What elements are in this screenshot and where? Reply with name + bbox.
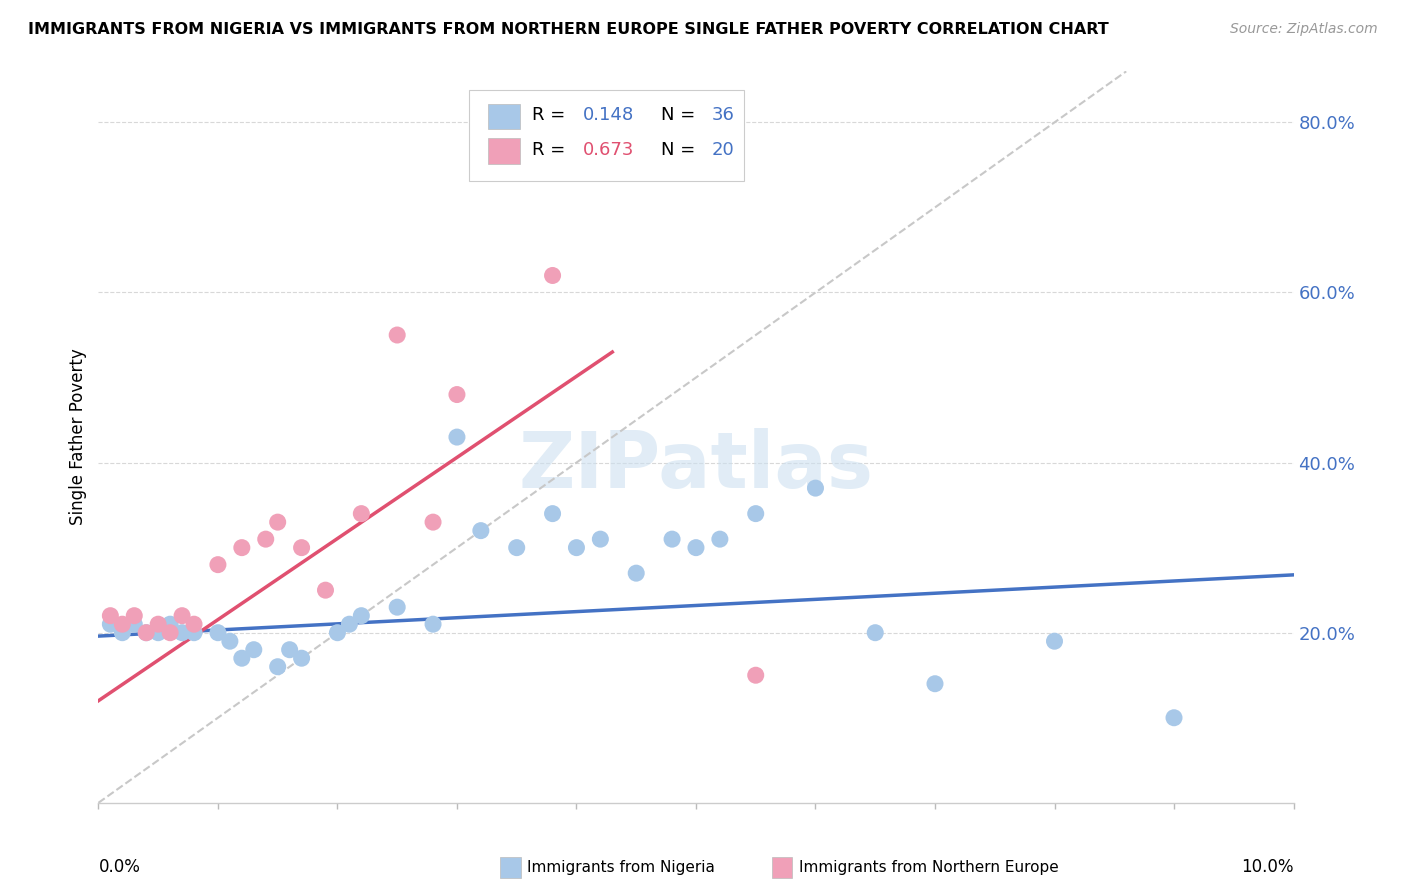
Point bbox=[267, 515, 290, 529]
Point bbox=[207, 625, 229, 640]
Point bbox=[446, 430, 468, 444]
Point bbox=[685, 541, 707, 555]
Point bbox=[172, 608, 194, 623]
Point bbox=[589, 532, 612, 546]
Point bbox=[124, 617, 146, 632]
FancyBboxPatch shape bbox=[488, 103, 520, 129]
Text: Immigrants from Northern Europe: Immigrants from Northern Europe bbox=[799, 860, 1059, 874]
Point bbox=[422, 515, 444, 529]
Point bbox=[231, 541, 253, 555]
Point bbox=[385, 600, 409, 615]
Point bbox=[565, 541, 588, 555]
Text: 0.148: 0.148 bbox=[582, 106, 634, 124]
Point bbox=[446, 387, 468, 401]
Text: 10.0%: 10.0% bbox=[1241, 858, 1294, 876]
Point bbox=[100, 617, 122, 632]
Text: N =: N = bbox=[661, 141, 702, 160]
Point bbox=[148, 625, 170, 640]
Point bbox=[183, 625, 205, 640]
Text: Source: ZipAtlas.com: Source: ZipAtlas.com bbox=[1230, 22, 1378, 37]
Y-axis label: Single Father Poverty: Single Father Poverty bbox=[69, 349, 87, 525]
Text: Immigrants from Nigeria: Immigrants from Nigeria bbox=[527, 860, 716, 874]
Point bbox=[350, 608, 373, 623]
Point bbox=[626, 566, 648, 581]
Point bbox=[291, 541, 314, 555]
Point bbox=[159, 625, 181, 640]
Point bbox=[148, 617, 170, 632]
Point bbox=[124, 608, 146, 623]
Point bbox=[924, 677, 946, 691]
Point bbox=[219, 634, 242, 648]
Text: 0.0%: 0.0% bbox=[98, 858, 141, 876]
Point bbox=[709, 532, 731, 546]
Point bbox=[350, 507, 373, 521]
Text: N =: N = bbox=[661, 106, 702, 124]
Point bbox=[135, 625, 157, 640]
Point bbox=[291, 651, 314, 665]
Text: 20: 20 bbox=[711, 141, 734, 160]
Text: R =: R = bbox=[533, 141, 571, 160]
Point bbox=[100, 608, 122, 623]
Point bbox=[1163, 711, 1185, 725]
Point bbox=[470, 524, 492, 538]
Point bbox=[385, 328, 409, 343]
Point bbox=[661, 532, 683, 546]
Point bbox=[135, 625, 157, 640]
Point bbox=[506, 541, 529, 555]
Point bbox=[111, 625, 134, 640]
Point bbox=[243, 642, 266, 657]
Text: ZIPatlas: ZIPatlas bbox=[519, 428, 873, 504]
Point bbox=[422, 617, 444, 632]
Point bbox=[172, 625, 194, 640]
Point bbox=[804, 481, 827, 495]
Point bbox=[254, 532, 277, 546]
Text: IMMIGRANTS FROM NIGERIA VS IMMIGRANTS FROM NORTHERN EUROPE SINGLE FATHER POVERTY: IMMIGRANTS FROM NIGERIA VS IMMIGRANTS FR… bbox=[28, 22, 1109, 37]
Point bbox=[159, 617, 181, 632]
Point bbox=[541, 268, 564, 283]
FancyBboxPatch shape bbox=[470, 90, 744, 181]
Text: 0.673: 0.673 bbox=[582, 141, 634, 160]
Point bbox=[267, 659, 290, 673]
Point bbox=[541, 507, 564, 521]
Point bbox=[745, 668, 768, 682]
Point bbox=[339, 617, 360, 632]
Point bbox=[745, 507, 768, 521]
Point bbox=[231, 651, 253, 665]
Point bbox=[111, 617, 134, 632]
Point bbox=[315, 583, 337, 598]
Point bbox=[326, 625, 349, 640]
Point bbox=[865, 625, 887, 640]
Text: R =: R = bbox=[533, 106, 571, 124]
FancyBboxPatch shape bbox=[488, 138, 520, 163]
Point bbox=[183, 617, 205, 632]
Text: 36: 36 bbox=[711, 106, 734, 124]
Point bbox=[207, 558, 229, 572]
Point bbox=[278, 642, 301, 657]
Point bbox=[1043, 634, 1066, 648]
